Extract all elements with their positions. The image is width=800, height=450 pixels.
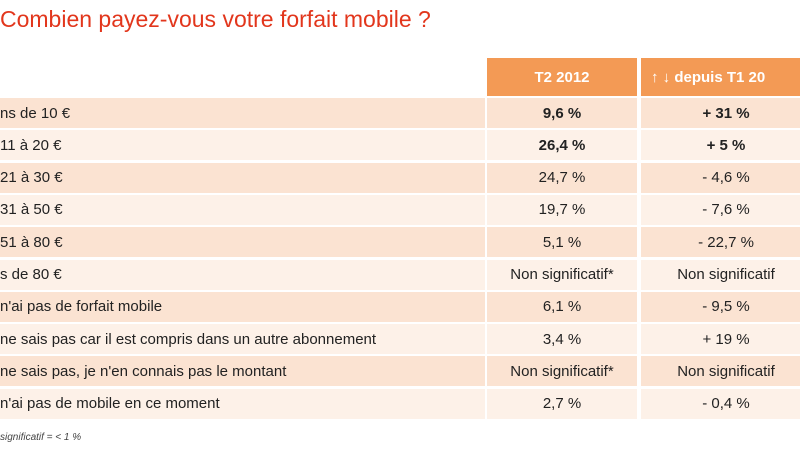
table-cell: ne sais pas, je n'en connais pas le mont… [0, 356, 485, 387]
table-cell: 21 à 30 € [0, 162, 485, 193]
table-cell: Non significatif* [487, 356, 637, 387]
table-cell: 6,1 % [487, 291, 637, 322]
table-cell: 2,7 % [487, 388, 637, 419]
table-cell: 11 à 20 € [0, 130, 485, 161]
table-row: n'ai pas de mobile en ce moment 2,7 % - 0,… [0, 388, 800, 419]
table-cell: n'ai pas de forfait mobile [0, 291, 485, 322]
table-cell: Non significatif* [487, 259, 637, 290]
table-cell: 19,7 % [487, 194, 637, 225]
header-cell: ↑ ↓ depuis T1 20 [641, 58, 800, 96]
table-cell: - 22,7 % [641, 227, 800, 258]
table-cell: - 0,4 % [641, 388, 800, 419]
table-cell: 51 à 80 € [0, 227, 485, 258]
table-row: 11 à 20 €26,4 % + 5 % [0, 130, 800, 161]
title: Combien payez-vous votre forfait mobile … [0, 6, 431, 32]
table-cell: + 5 % [641, 130, 800, 161]
footnote: significatif = < 1 % [0, 432, 82, 443]
table-row: ne sais pas car il est compris dans un a… [0, 324, 800, 355]
table-cell: 3,4 % [487, 324, 637, 355]
table-cell: Non significatif [641, 356, 800, 387]
table-row: ns de 10 €9,6 % + 31 % [0, 98, 800, 128]
table-cell: - 7,6 % [641, 194, 800, 225]
table-cell: n'ai pas de mobile en ce moment [0, 388, 485, 419]
table-cell: 31 à 50 € [0, 194, 485, 225]
table-row: 31 à 50 €19,7 % - 7,6 % [0, 194, 800, 225]
header-cell [0, 58, 485, 96]
table-row: 21 à 30 €24,7 % - 4,6 % [0, 162, 800, 193]
table-cell: s de 80 € [0, 259, 485, 290]
table-row: s de 80 € Non significatif* Non significat… [0, 259, 800, 290]
table-cell: Non significatif [641, 259, 800, 290]
table-cell: 26,4 % [487, 130, 637, 161]
table-cell: 9,6 % [487, 98, 637, 128]
table-cell: + 19 % [641, 324, 800, 355]
table-cell: ne sais pas car il est compris dans un a… [0, 324, 485, 355]
header-row: T2 2012 ↑ ↓ depuis T1 20 [0, 58, 800, 96]
table-cell: 24,7 % [487, 162, 637, 193]
table-row: 51 à 80 €5,1 % - 22,7 % [0, 227, 800, 258]
table-cell: 5,1 % [487, 227, 637, 258]
table-cell: - 4,6 % [641, 162, 800, 193]
header-cell: T2 2012 [487, 58, 637, 96]
table-row: n'ai pas de forfait mobile 6,1 % - 9,5 % [0, 291, 800, 322]
table-cell: - 9,5 % [641, 291, 800, 322]
table-cell: ns de 10 € [0, 98, 485, 128]
table-row: ne sais pas, je n'en connais pas le mont… [0, 356, 800, 387]
table-cell: + 31 % [641, 98, 800, 128]
